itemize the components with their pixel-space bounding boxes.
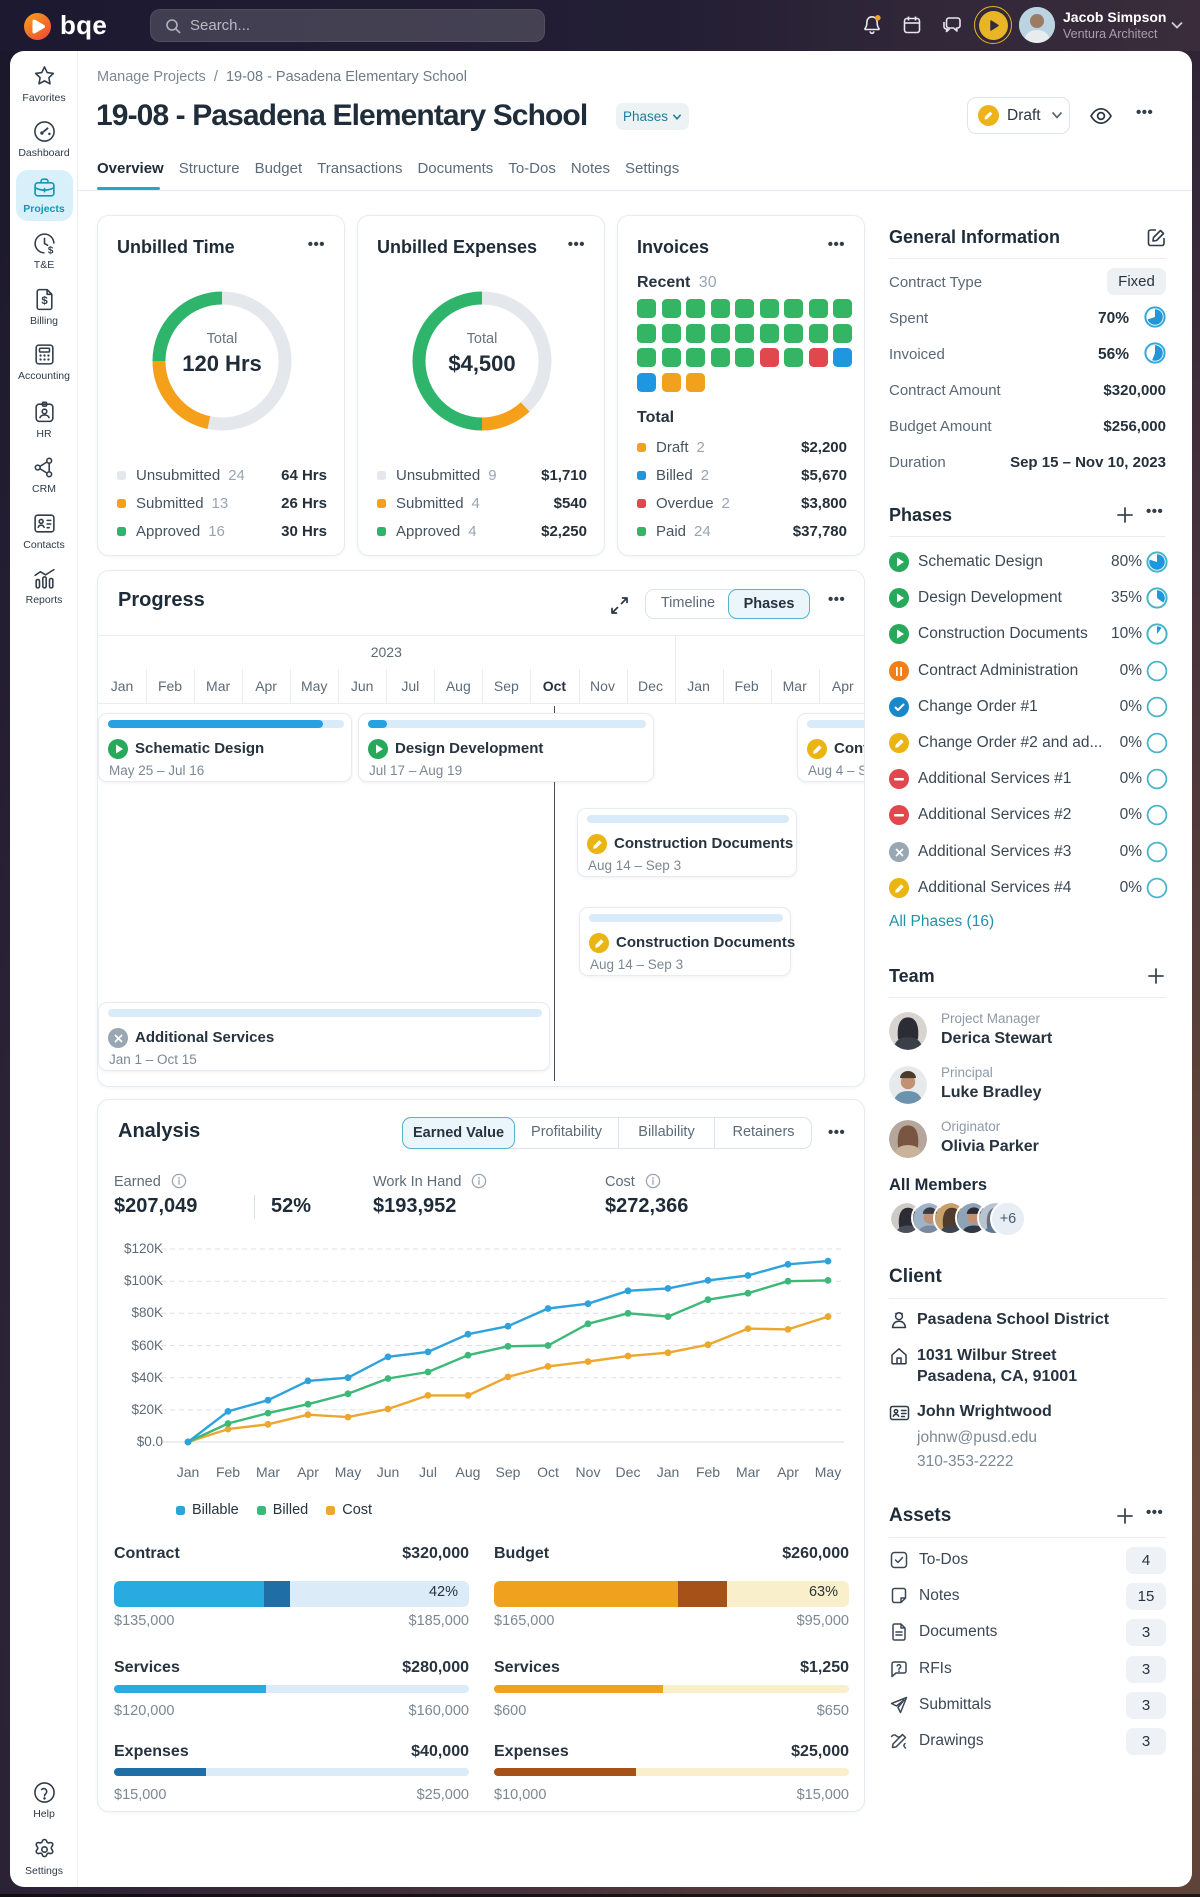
svg-text:$: $ xyxy=(47,245,53,256)
svg-text:$: $ xyxy=(41,295,48,307)
